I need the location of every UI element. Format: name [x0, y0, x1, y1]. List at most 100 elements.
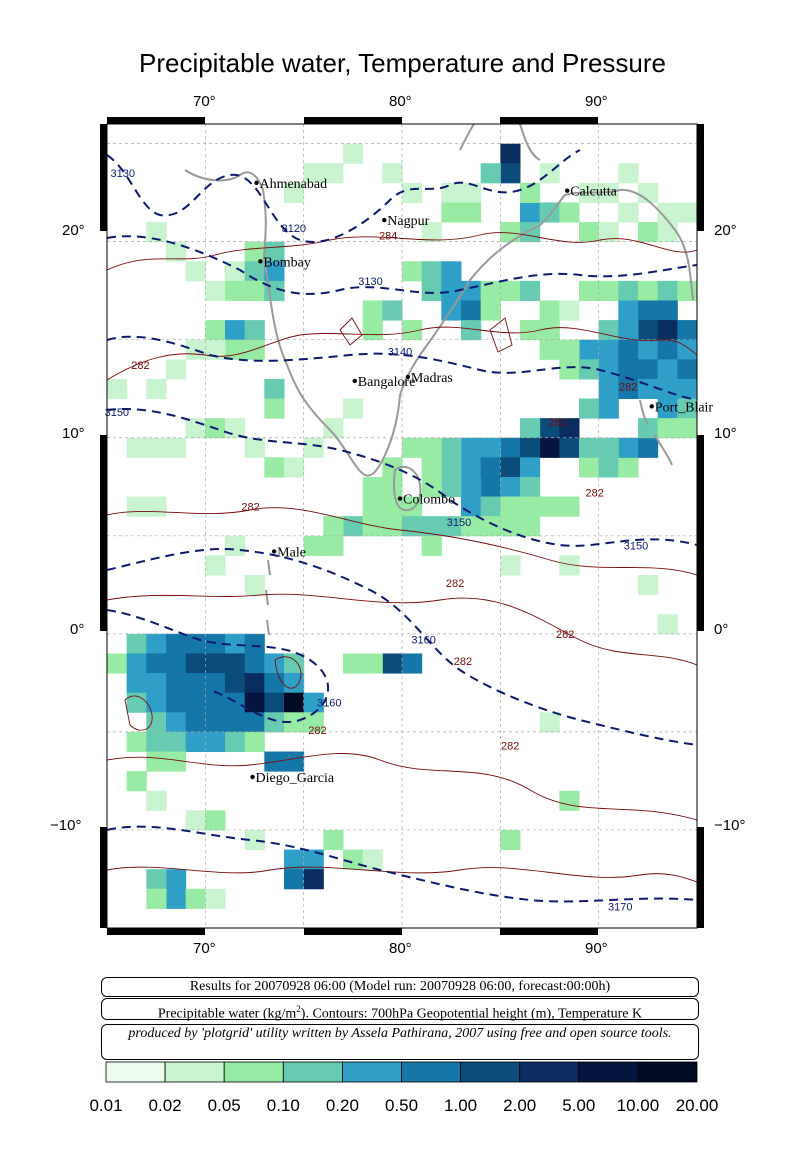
- precip-cell: [382, 300, 403, 321]
- precip-cell: [441, 202, 462, 223]
- precip-cell: [264, 398, 285, 419]
- city-marker-dot: [565, 188, 570, 193]
- precip-cell: [146, 673, 167, 694]
- precip-cell: [480, 496, 501, 517]
- precip-cell: [362, 476, 383, 498]
- precip-cell: [382, 516, 403, 537]
- temp-contour-closed: [124, 695, 153, 731]
- precip-cell: [539, 712, 560, 733]
- legend-text-pre: Precipitable water (kg/m: [157, 1006, 297, 1022]
- precip-cell: [166, 692, 187, 713]
- precip-cell: [146, 496, 167, 517]
- graticule: [107, 124, 697, 928]
- geo-contour-3160: [107, 548, 697, 746]
- precip-cell: [677, 280, 697, 301]
- precip-cell: [382, 496, 403, 517]
- precip-cell: [657, 359, 678, 380]
- results-box: Results for 20070928 06:00 (Model run: 2…: [101, 977, 699, 997]
- contour-label: 3130: [358, 276, 382, 288]
- contour-label: 282: [454, 656, 472, 668]
- precip-cell: [520, 280, 541, 301]
- colorbar-tick-label: 0.10: [266, 1096, 300, 1115]
- geo-contour-3140: [107, 335, 697, 401]
- precip-cell: [225, 712, 246, 733]
- temp-contour: [107, 326, 697, 381]
- precip-cell: [598, 182, 619, 203]
- precip-cell: [323, 418, 344, 439]
- contour-label: 3140: [388, 346, 412, 358]
- lon-tick-top-70: 70°: [193, 93, 216, 110]
- precip-cell: [146, 790, 167, 811]
- precip-cell: [205, 712, 226, 733]
- geo-contour-3130b: [107, 235, 697, 295]
- precip-cell: [657, 280, 678, 301]
- precip-cell: [284, 751, 305, 772]
- lat-tick-left-0: 0°: [70, 621, 85, 638]
- precip-cell: [638, 575, 659, 596]
- precip-cell: [166, 731, 187, 753]
- colorbar-tick-label: 5.00: [562, 1096, 596, 1115]
- credit-box: produced by 'plotgrid' utility written b…: [101, 1024, 699, 1060]
- contour-label: 3150: [105, 407, 129, 419]
- precip-cell: [362, 849, 383, 870]
- city-label: Nagpur: [387, 214, 429, 229]
- contour-label: 282: [556, 629, 574, 641]
- temp-contour-closed: [339, 317, 363, 346]
- precip-cell: [146, 653, 167, 674]
- contour-label: 282: [446, 578, 464, 590]
- precip-cell: [618, 163, 639, 184]
- precip-cell: [579, 280, 600, 301]
- precip-cell: [421, 457, 442, 478]
- city-label: Male: [277, 545, 306, 560]
- precip-cell: [244, 653, 265, 674]
- city-label: Bombay: [263, 255, 310, 270]
- precip-cell: [264, 692, 285, 713]
- precip-cell: [225, 535, 246, 556]
- colorbar-swatch: [223, 1061, 284, 1083]
- precip-cell: [520, 182, 541, 203]
- precip-cell: [441, 261, 462, 282]
- precip-cell: [539, 437, 560, 458]
- precip-cell: [244, 241, 265, 262]
- precip-cell: [500, 280, 521, 301]
- precip-cell: [520, 202, 541, 223]
- precip-cell: [618, 202, 639, 223]
- precip-cell: [559, 555, 580, 576]
- precip-cell: [225, 339, 246, 360]
- precip-cell: [284, 869, 305, 890]
- precip-cell: [480, 280, 501, 301]
- precip-cell: [657, 222, 678, 243]
- precip-cell: [677, 418, 697, 439]
- precip-cell: [638, 418, 659, 439]
- precip-cell: [166, 241, 187, 262]
- precip-cell: [205, 280, 226, 301]
- precip-cell: [539, 300, 560, 321]
- precip-cell: [618, 378, 639, 400]
- precip-cell: [225, 673, 246, 694]
- precip-cell: [284, 457, 305, 478]
- precip-cell: [618, 457, 639, 478]
- precip-cell: [402, 182, 423, 203]
- precip-cell: [579, 359, 600, 380]
- precip-cell: [244, 633, 265, 654]
- precip-cell: [520, 476, 541, 498]
- precip-cell: [421, 535, 442, 556]
- colorbar-swatch: [105, 1061, 166, 1083]
- lon-tick-bottom-70: 70°: [193, 940, 216, 957]
- precip-cell: [618, 437, 639, 458]
- precip-cell: [225, 320, 246, 341]
- precip-cell: [520, 457, 541, 478]
- precip-cell: [185, 673, 206, 694]
- city-label: Diego_Garcia: [256, 771, 335, 786]
- precip-cell: [638, 339, 659, 360]
- precip-cell: [146, 751, 167, 772]
- coast-andaman: [639, 399, 673, 466]
- precip-cell: [343, 516, 364, 537]
- contour-label: 3160: [317, 697, 341, 709]
- lat-tick-right-minus10: −10°: [714, 817, 746, 834]
- precip-cell: [343, 653, 364, 674]
- legend-text-post: ). Contours: 700hPa Geopotential height …: [300, 1006, 643, 1022]
- precip-cell: [343, 398, 364, 419]
- city-marker-dot: [405, 374, 411, 380]
- precip-cell: [618, 359, 639, 380]
